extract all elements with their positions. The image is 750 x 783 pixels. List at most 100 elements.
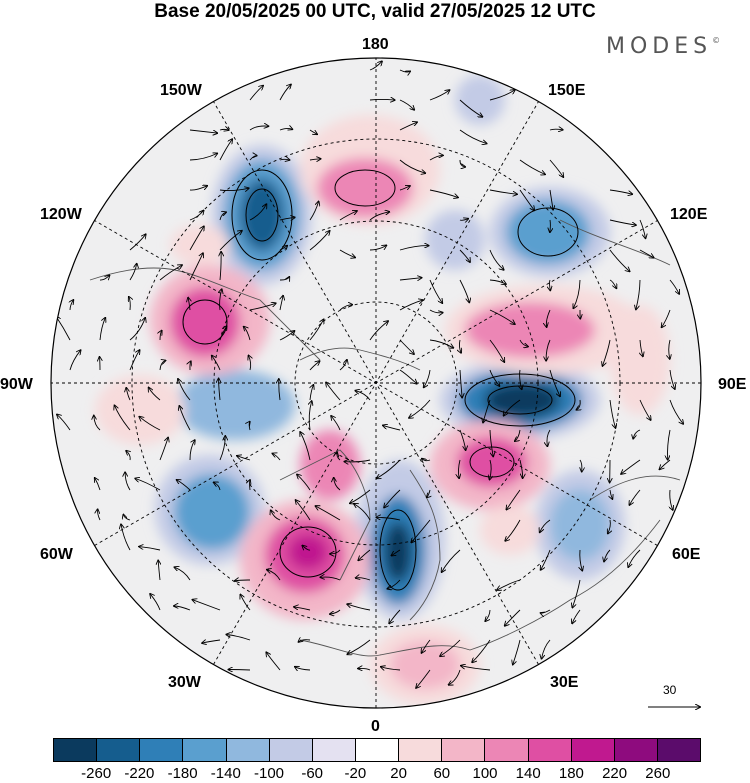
wind-arrow	[219, 188, 249, 190]
wind-arrow	[549, 189, 553, 210]
wind-arrow	[115, 405, 131, 431]
wind-arrow	[577, 399, 581, 410]
anomaly-high	[465, 302, 595, 358]
wind-arrow	[458, 459, 460, 478]
coastline	[409, 469, 441, 621]
colorbar-swatch	[226, 739, 270, 761]
wind-arrow	[669, 279, 679, 294]
wind-arrow	[660, 459, 671, 469]
wind-arrow	[219, 212, 226, 221]
wind-arrow	[214, 482, 221, 491]
wind-arrow	[192, 600, 221, 611]
wind-arrow	[399, 246, 429, 251]
anomaly-low	[425, 210, 485, 270]
wind-arrow	[399, 369, 417, 384]
wind-arrow	[302, 546, 311, 551]
wind-arrow	[489, 279, 506, 284]
lon-label-60e: 60E	[672, 546, 701, 563]
wind-arrow	[297, 474, 311, 491]
colorbar	[53, 738, 701, 762]
wind-arrow	[219, 379, 220, 401]
wind-arrow	[129, 350, 140, 371]
wind-arrow	[485, 609, 491, 621]
anomaly-low	[175, 370, 295, 440]
wind-arrow	[240, 595, 251, 611]
wind-arrow	[427, 489, 430, 497]
wind-arrow	[459, 429, 466, 450]
wind-arrow	[429, 155, 443, 161]
wind-arrow	[547, 429, 551, 446]
wind-arrow	[399, 300, 423, 311]
contour	[379, 509, 417, 591]
contour	[279, 526, 337, 578]
colorbar-tick-label: 260	[645, 765, 671, 782]
wind-arrow	[572, 609, 581, 623]
wind-arrow	[249, 156, 257, 161]
wind-arrow	[158, 561, 160, 581]
wind-arrow	[429, 279, 442, 303]
wind-arrow	[189, 226, 204, 251]
coastline	[299, 347, 421, 371]
anomaly-high	[300, 430, 360, 500]
wind-arrow	[129, 318, 145, 341]
wind-arrow	[347, 604, 371, 611]
wind-arrow	[331, 416, 341, 431]
wind-arrow	[609, 279, 616, 288]
wind-arrow	[399, 159, 425, 173]
wind-arrow	[489, 90, 515, 101]
wind-arrow	[609, 249, 630, 271]
wind-arrow	[189, 186, 207, 191]
wind-arrow	[489, 249, 504, 270]
colorbar-tick-label: -260	[81, 765, 112, 782]
wind-arrow	[271, 510, 281, 521]
wind-arrow	[150, 594, 161, 611]
wind-arrow	[294, 607, 311, 611]
wind-arrow	[442, 549, 461, 572]
wind-arrow	[309, 159, 321, 160]
wind-arrow	[369, 99, 395, 100]
colorbar-tick-label: 140	[515, 765, 541, 782]
wind-arrow	[126, 388, 131, 401]
wind-arrow	[326, 382, 341, 401]
wind-arrow	[358, 549, 371, 560]
anomaly-high	[95, 375, 185, 445]
latitude-circle	[294, 301, 458, 465]
wind-arrow	[272, 454, 281, 461]
wind-arrow	[609, 189, 632, 194]
wind-arrow	[520, 369, 522, 389]
wind-arrow	[609, 219, 636, 225]
colorbar-swatch	[312, 739, 356, 761]
wind-arrow	[489, 339, 504, 362]
wind-arrow	[461, 666, 491, 671]
wind-arrow	[123, 515, 131, 521]
graticule	[51, 58, 701, 708]
contour	[182, 299, 228, 345]
colorbar-tick-label: 220	[602, 765, 628, 782]
wind-arrow	[669, 369, 675, 389]
wind-arrow	[608, 519, 611, 534]
wind-arrow	[640, 339, 643, 356]
wind-arrow	[572, 579, 581, 608]
wind-arrow	[295, 667, 311, 670]
wind-arrow	[358, 668, 371, 670]
anomaly-low	[455, 75, 505, 125]
wind-arrow	[459, 99, 482, 117]
wind-arrow	[422, 639, 431, 653]
wind-arrow	[636, 279, 641, 309]
wind-arrow	[668, 429, 670, 460]
wind-arrow	[416, 669, 431, 688]
wind-arrow	[489, 309, 515, 324]
wind-arrow	[513, 639, 521, 665]
wind-arrow	[70, 300, 73, 311]
wind-arrow	[279, 331, 295, 341]
wind-arrow	[399, 69, 410, 72]
colorbar-swatch	[442, 739, 486, 761]
colorbar-tick-label: 20	[390, 765, 407, 782]
wind-arrow	[609, 399, 616, 428]
wind-arrow	[369, 61, 382, 71]
meridian	[94, 220, 658, 546]
wind-arrow	[369, 212, 389, 221]
wind-arrow	[229, 670, 251, 671]
lon-label-120w: 120W	[40, 206, 82, 223]
